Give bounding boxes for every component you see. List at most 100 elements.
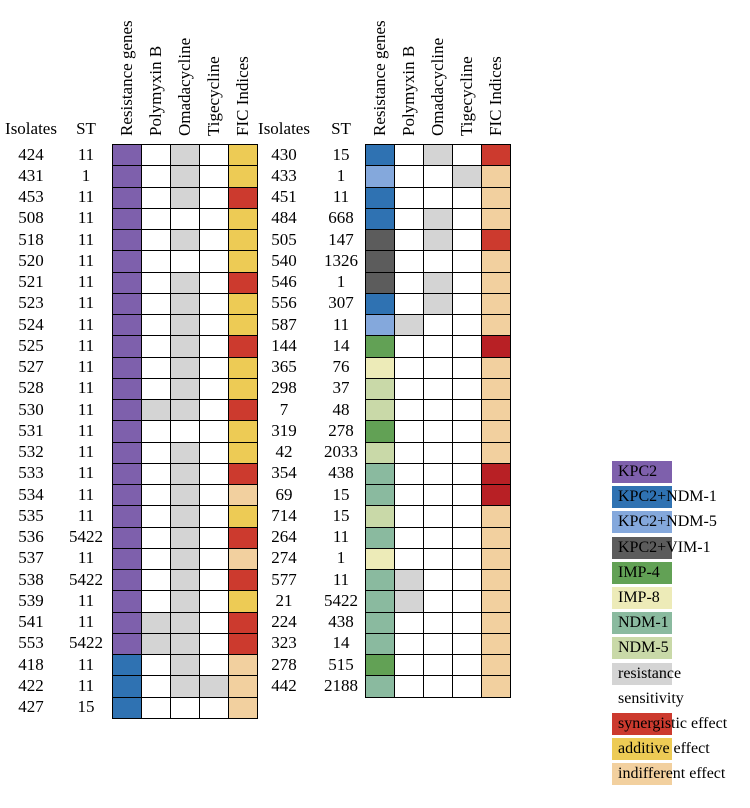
legend-swatch — [612, 763, 672, 786]
heat-cell-gene — [112, 590, 142, 613]
heat-cell-omadacycline — [170, 484, 200, 507]
heat-cell-omadacycline — [423, 632, 453, 655]
heat-cell-polymyxin — [394, 505, 424, 528]
heat-cell-gene — [112, 186, 142, 209]
heat-cell-omadacycline — [423, 314, 453, 337]
st-value: 11 — [77, 144, 95, 164]
st-value: 5422 — [69, 527, 103, 546]
heat-cell-tigecycline — [452, 484, 482, 507]
heat-cell-gene — [365, 441, 395, 464]
heat-cell-polymyxin — [394, 462, 424, 485]
heat-cell-polymyxin — [141, 462, 171, 485]
heat-cell-omadacycline — [423, 399, 453, 422]
legend-label: synergistic effect — [618, 715, 728, 732]
st-value: 15 — [332, 144, 350, 164]
isolate-id: 527 — [18, 357, 44, 376]
heat-cell-polymyxin — [394, 292, 424, 315]
heat-cell-gene — [112, 314, 142, 337]
heat-cell-gene — [365, 505, 395, 528]
heat-cell-tigecycline — [199, 292, 229, 315]
legend-label: KPC2+VIM-1 — [618, 538, 711, 556]
heat-cell-omadacycline — [170, 611, 200, 634]
heat-cell-gene — [365, 569, 395, 592]
heat-cell-omadacycline — [423, 229, 453, 252]
heat-cell-tigecycline — [452, 547, 482, 570]
heat-cell-tigecycline — [452, 569, 482, 592]
heat-cell-tigecycline — [199, 271, 229, 294]
heat-cell-omadacycline — [423, 569, 453, 592]
legend-label: indifferent effect — [618, 765, 726, 783]
heat-cell-gene — [112, 441, 142, 464]
isolate-id: 535 — [18, 505, 44, 525]
heat-cell-polymyxin — [141, 377, 171, 400]
isolate-id: 531 — [18, 420, 44, 440]
heat-cell-tigecycline — [452, 420, 482, 443]
heat-cell-fic — [481, 144, 511, 167]
heat-cell-tigecycline — [199, 229, 229, 252]
isolate-id: 577 — [271, 569, 297, 589]
heat-cell-tigecycline — [452, 314, 482, 337]
heat-cell-omadacycline — [423, 547, 453, 570]
heat-cell-tigecycline — [199, 356, 229, 379]
heat-cell-polymyxin — [394, 356, 424, 379]
isolate-id: 524 — [18, 314, 44, 334]
heat-cell-tigecycline — [199, 547, 229, 570]
heat-cell-omadacycline — [423, 590, 453, 613]
heat-cell-omadacycline — [423, 292, 453, 315]
heat-cell-tigecycline — [199, 611, 229, 634]
legend-label: KPC2+NDM-1 — [618, 488, 717, 506]
heat-cell-tigecycline — [199, 526, 229, 549]
isolate-id: 537 — [18, 548, 44, 568]
isolate-id: 541 — [18, 612, 44, 631]
heat-cell-omadacycline — [423, 356, 453, 379]
heat-cell-gene — [365, 292, 395, 315]
heat-cell-omadacycline — [170, 356, 200, 379]
isolate-id: 451 — [271, 187, 297, 206]
st-value: 11 — [77, 335, 95, 355]
heat-cell-tigecycline — [199, 696, 229, 719]
isolate-id: 264 — [271, 527, 297, 546]
heat-cell-gene — [112, 654, 142, 677]
column-header: Tigecycline — [203, 56, 223, 136]
heat-cell-tigecycline — [452, 335, 482, 358]
heat-cell-fic — [481, 462, 511, 485]
legend-label: NDM-1 — [618, 614, 669, 632]
heat-cell-tigecycline — [452, 271, 482, 294]
heat-cell-fic — [481, 547, 511, 570]
st-value: 1 — [336, 165, 346, 185]
heat-cell-polymyxin — [141, 505, 171, 528]
legend-swatch — [612, 687, 672, 710]
isolates-header: Isolates — [5, 119, 57, 138]
heat-cell-gene — [365, 144, 395, 167]
heat-cell-tigecycline — [199, 654, 229, 677]
heat-cell-omadacycline — [170, 696, 200, 719]
st-value: 11 — [77, 590, 95, 610]
st-value: 11 — [77, 357, 95, 376]
column-header: FIC Indices — [485, 56, 505, 136]
st-value: 438 — [328, 463, 354, 483]
heat-cell-polymyxin — [141, 399, 171, 422]
legend-swatch — [612, 511, 672, 534]
heat-cell-gene — [112, 335, 142, 358]
st-value: 11 — [77, 399, 95, 419]
st-value: 14 — [332, 633, 350, 653]
heat-cell-tigecycline — [452, 356, 482, 379]
heat-cell-gene — [365, 611, 395, 634]
heat-cell-gene — [365, 399, 395, 422]
st-value: 11 — [77, 314, 95, 334]
heat-cell-polymyxin — [394, 420, 424, 443]
heat-cell-tigecycline — [452, 611, 482, 634]
heat-cell-gene — [112, 356, 142, 379]
isolate-id: 540 — [271, 250, 297, 270]
st-value: 278 — [328, 420, 354, 440]
heat-cell-gene — [112, 484, 142, 507]
heat-cell-gene — [365, 250, 395, 273]
st-value: 5422 — [324, 590, 358, 610]
heat-cell-gene — [112, 547, 142, 570]
st-value: 11 — [77, 272, 95, 291]
isolate-id: 508 — [18, 208, 44, 228]
heat-cell-tigecycline — [199, 207, 229, 230]
heat-cell-gene — [365, 484, 395, 507]
st-value: 11 — [77, 505, 95, 525]
